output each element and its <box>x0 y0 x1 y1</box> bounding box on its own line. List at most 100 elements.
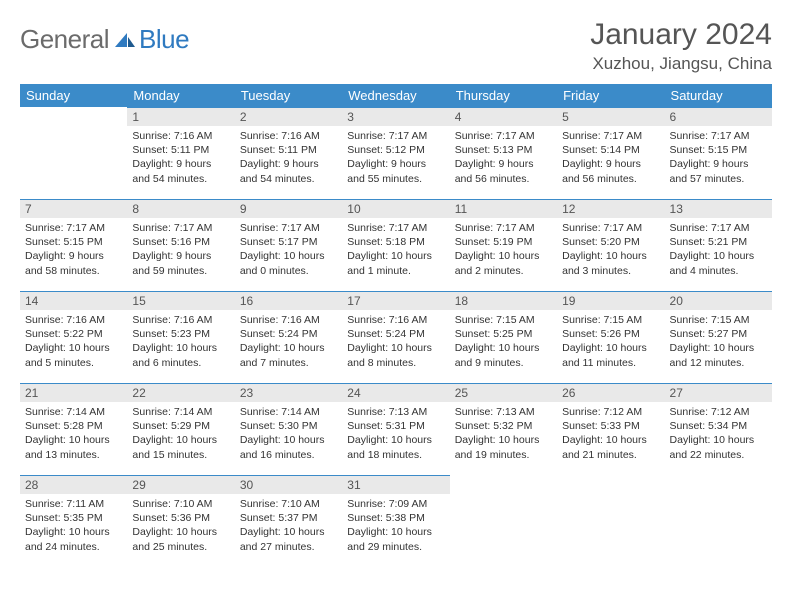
day-number: 28 <box>20 475 127 494</box>
calendar-day-cell: 30Sunrise: 7:10 AMSunset: 5:37 PMDayligh… <box>235 475 342 567</box>
day-details: Sunrise: 7:15 AMSunset: 5:25 PMDaylight:… <box>450 310 557 374</box>
day-details: Sunrise: 7:12 AMSunset: 5:33 PMDaylight:… <box>557 402 664 466</box>
weekday-header: Sunday <box>20 84 127 107</box>
day-number: 23 <box>235 383 342 402</box>
calendar-day-cell: 16Sunrise: 7:16 AMSunset: 5:24 PMDayligh… <box>235 291 342 383</box>
day-details: Sunrise: 7:14 AMSunset: 5:29 PMDaylight:… <box>127 402 234 466</box>
day-number: 4 <box>450 107 557 126</box>
day-details: Sunrise: 7:16 AMSunset: 5:11 PMDaylight:… <box>235 126 342 190</box>
day-details: Sunrise: 7:10 AMSunset: 5:36 PMDaylight:… <box>127 494 234 558</box>
day-number: 26 <box>557 383 664 402</box>
day-number: 14 <box>20 291 127 310</box>
weekday-header: Monday <box>127 84 234 107</box>
calendar-day-cell: 12Sunrise: 7:17 AMSunset: 5:20 PMDayligh… <box>557 199 664 291</box>
day-number: 22 <box>127 383 234 402</box>
calendar-day-cell: 18Sunrise: 7:15 AMSunset: 5:25 PMDayligh… <box>450 291 557 383</box>
calendar-week-row: 21Sunrise: 7:14 AMSunset: 5:28 PMDayligh… <box>20 383 772 475</box>
calendar-day-cell: 20Sunrise: 7:15 AMSunset: 5:27 PMDayligh… <box>665 291 772 383</box>
day-number: 24 <box>342 383 449 402</box>
day-details: Sunrise: 7:16 AMSunset: 5:23 PMDaylight:… <box>127 310 234 374</box>
calendar-day-cell: 10Sunrise: 7:17 AMSunset: 5:18 PMDayligh… <box>342 199 449 291</box>
day-number: 1 <box>127 107 234 126</box>
day-number: 30 <box>235 475 342 494</box>
calendar-day-cell <box>20 107 127 199</box>
calendar-day-cell: 15Sunrise: 7:16 AMSunset: 5:23 PMDayligh… <box>127 291 234 383</box>
day-details: Sunrise: 7:17 AMSunset: 5:17 PMDaylight:… <box>235 218 342 282</box>
calendar-day-cell: 22Sunrise: 7:14 AMSunset: 5:29 PMDayligh… <box>127 383 234 475</box>
calendar-day-cell: 13Sunrise: 7:17 AMSunset: 5:21 PMDayligh… <box>665 199 772 291</box>
logo-text-general: General <box>20 24 109 55</box>
day-number: 18 <box>450 291 557 310</box>
day-details: Sunrise: 7:13 AMSunset: 5:32 PMDaylight:… <box>450 402 557 466</box>
calendar-day-cell: 4Sunrise: 7:17 AMSunset: 5:13 PMDaylight… <box>450 107 557 199</box>
day-details: Sunrise: 7:12 AMSunset: 5:34 PMDaylight:… <box>665 402 772 466</box>
day-details: Sunrise: 7:15 AMSunset: 5:27 PMDaylight:… <box>665 310 772 374</box>
calendar-day-cell: 5Sunrise: 7:17 AMSunset: 5:14 PMDaylight… <box>557 107 664 199</box>
day-details: Sunrise: 7:17 AMSunset: 5:15 PMDaylight:… <box>665 126 772 190</box>
day-number: 11 <box>450 199 557 218</box>
day-details: Sunrise: 7:17 AMSunset: 5:16 PMDaylight:… <box>127 218 234 282</box>
weekday-header: Friday <box>557 84 664 107</box>
calendar-day-cell: 2Sunrise: 7:16 AMSunset: 5:11 PMDaylight… <box>235 107 342 199</box>
day-details: Sunrise: 7:14 AMSunset: 5:28 PMDaylight:… <box>20 402 127 466</box>
day-number: 16 <box>235 291 342 310</box>
day-details: Sunrise: 7:16 AMSunset: 5:11 PMDaylight:… <box>127 126 234 190</box>
calendar-day-cell: 24Sunrise: 7:13 AMSunset: 5:31 PMDayligh… <box>342 383 449 475</box>
day-details: Sunrise: 7:14 AMSunset: 5:30 PMDaylight:… <box>235 402 342 466</box>
calendar-day-cell: 11Sunrise: 7:17 AMSunset: 5:19 PMDayligh… <box>450 199 557 291</box>
calendar-day-cell: 23Sunrise: 7:14 AMSunset: 5:30 PMDayligh… <box>235 383 342 475</box>
calendar-day-cell: 19Sunrise: 7:15 AMSunset: 5:26 PMDayligh… <box>557 291 664 383</box>
day-number: 8 <box>127 199 234 218</box>
weekday-header: Wednesday <box>342 84 449 107</box>
calendar-day-cell: 9Sunrise: 7:17 AMSunset: 5:17 PMDaylight… <box>235 199 342 291</box>
day-number: 15 <box>127 291 234 310</box>
calendar-day-cell: 25Sunrise: 7:13 AMSunset: 5:32 PMDayligh… <box>450 383 557 475</box>
calendar-day-cell: 3Sunrise: 7:17 AMSunset: 5:12 PMDaylight… <box>342 107 449 199</box>
day-details: Sunrise: 7:17 AMSunset: 5:21 PMDaylight:… <box>665 218 772 282</box>
day-number: 13 <box>665 199 772 218</box>
day-number: 29 <box>127 475 234 494</box>
calendar-day-cell: 29Sunrise: 7:10 AMSunset: 5:36 PMDayligh… <box>127 475 234 567</box>
day-details: Sunrise: 7:17 AMSunset: 5:19 PMDaylight:… <box>450 218 557 282</box>
day-details: Sunrise: 7:15 AMSunset: 5:26 PMDaylight:… <box>557 310 664 374</box>
day-number: 17 <box>342 291 449 310</box>
calendar-day-cell <box>450 475 557 567</box>
location: Xuzhou, Jiangsu, China <box>590 54 772 74</box>
day-number: 19 <box>557 291 664 310</box>
weekday-header: Thursday <box>450 84 557 107</box>
calendar-week-row: 28Sunrise: 7:11 AMSunset: 5:35 PMDayligh… <box>20 475 772 567</box>
month-title: January 2024 <box>590 18 772 52</box>
day-details: Sunrise: 7:17 AMSunset: 5:14 PMDaylight:… <box>557 126 664 190</box>
day-number: 20 <box>665 291 772 310</box>
day-number: 3 <box>342 107 449 126</box>
weekday-header-row: Sunday Monday Tuesday Wednesday Thursday… <box>20 84 772 107</box>
day-details: Sunrise: 7:17 AMSunset: 5:12 PMDaylight:… <box>342 126 449 190</box>
day-details: Sunrise: 7:17 AMSunset: 5:18 PMDaylight:… <box>342 218 449 282</box>
day-number: 27 <box>665 383 772 402</box>
day-details: Sunrise: 7:09 AMSunset: 5:38 PMDaylight:… <box>342 494 449 558</box>
calendar-day-cell <box>665 475 772 567</box>
day-number: 10 <box>342 199 449 218</box>
day-number: 9 <box>235 199 342 218</box>
day-details: Sunrise: 7:17 AMSunset: 5:13 PMDaylight:… <box>450 126 557 190</box>
calendar-week-row: 7Sunrise: 7:17 AMSunset: 5:15 PMDaylight… <box>20 199 772 291</box>
calendar-week-row: 1Sunrise: 7:16 AMSunset: 5:11 PMDaylight… <box>20 107 772 199</box>
logo-text-blue: Blue <box>139 24 189 55</box>
weekday-header: Saturday <box>665 84 772 107</box>
calendar-day-cell: 1Sunrise: 7:16 AMSunset: 5:11 PMDaylight… <box>127 107 234 199</box>
day-number: 7 <box>20 199 127 218</box>
logo-sail-icon <box>113 31 137 49</box>
calendar-week-row: 14Sunrise: 7:16 AMSunset: 5:22 PMDayligh… <box>20 291 772 383</box>
calendar-day-cell: 26Sunrise: 7:12 AMSunset: 5:33 PMDayligh… <box>557 383 664 475</box>
day-details: Sunrise: 7:13 AMSunset: 5:31 PMDaylight:… <box>342 402 449 466</box>
day-details: Sunrise: 7:17 AMSunset: 5:20 PMDaylight:… <box>557 218 664 282</box>
day-details: Sunrise: 7:16 AMSunset: 5:24 PMDaylight:… <box>342 310 449 374</box>
day-number: 31 <box>342 475 449 494</box>
day-number: 2 <box>235 107 342 126</box>
day-number: 6 <box>665 107 772 126</box>
weekday-header: Tuesday <box>235 84 342 107</box>
day-number: 21 <box>20 383 127 402</box>
calendar-day-cell: 14Sunrise: 7:16 AMSunset: 5:22 PMDayligh… <box>20 291 127 383</box>
calendar-day-cell: 7Sunrise: 7:17 AMSunset: 5:15 PMDaylight… <box>20 199 127 291</box>
day-details: Sunrise: 7:16 AMSunset: 5:22 PMDaylight:… <box>20 310 127 374</box>
